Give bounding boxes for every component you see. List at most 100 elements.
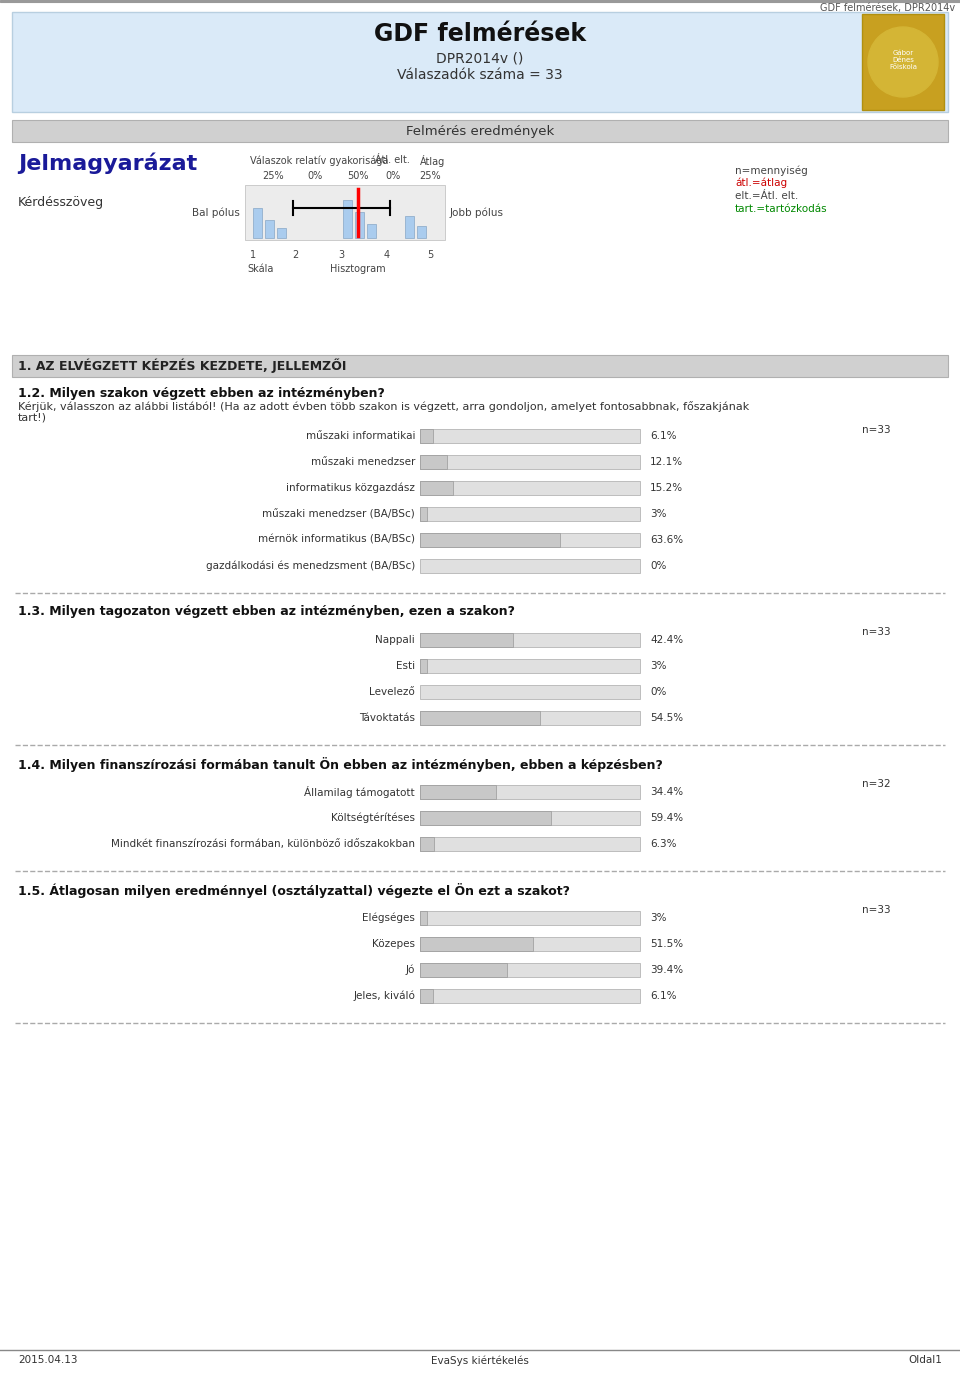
Text: 25%: 25% — [420, 170, 441, 181]
Bar — [420, 456, 446, 470]
Bar — [420, 911, 640, 925]
Text: 1: 1 — [250, 251, 256, 260]
Text: 1.3. Milyen tagozaton végzett ebben az intézményben, ezen a szakon?: 1.3. Milyen tagozaton végzett ebben az i… — [18, 605, 515, 618]
Text: 39.4%: 39.4% — [650, 965, 684, 975]
Text: 0%: 0% — [307, 170, 323, 181]
Bar — [420, 481, 640, 494]
Bar — [420, 963, 507, 976]
Text: 2015.04.13: 2015.04.13 — [18, 1355, 78, 1366]
Bar — [420, 711, 640, 724]
Text: Kérjük, válasszon az alábbi listából! (Ha az adott évben több szakon is végzett,: Kérjük, válasszon az alábbi listából! (H… — [18, 402, 749, 411]
Text: Levelező: Levelező — [370, 687, 415, 697]
Text: 6.3%: 6.3% — [650, 839, 677, 849]
Text: műszaki menedzser (BA/BSc): műszaki menedzser (BA/BSc) — [262, 508, 415, 519]
Bar — [420, 533, 560, 547]
Text: 15.2%: 15.2% — [650, 483, 684, 493]
Text: Elégséges: Elégséges — [362, 913, 415, 924]
Text: 3: 3 — [338, 251, 344, 260]
Text: DPR2014v (): DPR2014v () — [436, 53, 524, 66]
Bar — [420, 456, 640, 470]
Text: 51.5%: 51.5% — [650, 939, 684, 949]
Text: 50%: 50% — [348, 170, 369, 181]
Text: GDF felmérések, DPR2014v: GDF felmérések, DPR2014v — [820, 3, 955, 12]
Bar — [420, 812, 640, 825]
Text: n=33: n=33 — [862, 627, 891, 637]
Bar — [420, 785, 640, 799]
Text: 25%: 25% — [262, 170, 284, 181]
Bar — [420, 429, 640, 443]
Text: 1.4. Milyen finanszírozási formában tanult Ön ebben az intézményben, ebben a kép: 1.4. Milyen finanszírozási formában tanu… — [18, 758, 662, 771]
Text: Bal pólus: Bal pólus — [192, 208, 240, 217]
Text: n=mennyiség: n=mennyiség — [735, 165, 807, 176]
Text: Átl. elt.: Átl. elt. — [375, 155, 410, 165]
Bar — [420, 989, 640, 1003]
Bar — [277, 229, 286, 238]
Text: Kérdésszöveg: Kérdésszöveg — [18, 197, 104, 209]
Text: Oldal1: Oldal1 — [908, 1355, 942, 1366]
Text: 5: 5 — [427, 251, 433, 260]
Bar — [0, 0, 960, 1]
Text: 0%: 0% — [650, 561, 666, 571]
Text: 3%: 3% — [650, 913, 666, 922]
Text: Átlag: Átlag — [420, 155, 445, 168]
Text: mérnök informatikus (BA/BSc): mérnök informatikus (BA/BSc) — [258, 535, 415, 546]
Text: Felmérés eredmények: Felmérés eredmények — [406, 125, 554, 137]
Text: Válaszadók száma = 33: Válaszadók száma = 33 — [397, 68, 563, 82]
Text: 3%: 3% — [650, 661, 666, 670]
Bar — [420, 711, 540, 724]
Text: Skála: Skála — [247, 265, 274, 274]
Bar — [343, 199, 352, 238]
Bar — [420, 659, 640, 673]
Text: EvaSys kiértékelés: EvaSys kiértékelés — [431, 1355, 529, 1366]
Bar — [12, 12, 948, 112]
Text: 1.2. Milyen szakon végzett ebben az intézményben?: 1.2. Milyen szakon végzett ebben az inté… — [18, 386, 385, 400]
Text: 0%: 0% — [650, 687, 666, 697]
Text: Költségtérítéses: Költségtérítéses — [331, 813, 415, 823]
Text: GDF felmérések: GDF felmérések — [374, 22, 586, 46]
Bar — [245, 186, 445, 240]
Text: Esti: Esti — [396, 661, 415, 670]
Bar — [420, 785, 495, 799]
Text: 1.5. Átlagosan milyen eredménnyel (osztályzattal) végezte el Ön ezt a szakot?: 1.5. Átlagosan milyen eredménnyel (osztá… — [18, 884, 570, 897]
Text: Válaszok relatív gyakorisága: Válaszok relatív gyakorisága — [250, 155, 389, 165]
Text: Mindkét finanszírozási formában, különböző időszakokban: Mindkét finanszírozási formában, különbö… — [111, 839, 415, 849]
Text: 4: 4 — [384, 251, 390, 260]
Bar — [420, 989, 433, 1003]
Bar — [265, 220, 274, 238]
Bar — [420, 633, 640, 647]
Bar — [420, 533, 640, 547]
Text: Jobb pólus: Jobb pólus — [450, 208, 504, 217]
Text: gazdálkodási és menedzsment (BA/BSc): gazdálkodási és menedzsment (BA/BSc) — [205, 561, 415, 571]
Text: 59.4%: 59.4% — [650, 813, 684, 823]
Text: Nappali: Nappali — [375, 634, 415, 645]
Text: informatikus közgazdász: informatikus közgazdász — [286, 483, 415, 493]
Bar — [420, 659, 426, 673]
Text: átl.=átlag: átl.=átlag — [735, 179, 787, 188]
Bar — [355, 212, 364, 238]
Text: Hisztogram: Hisztogram — [330, 265, 386, 274]
Bar — [420, 911, 426, 925]
Bar — [420, 837, 434, 850]
Text: tart.=tartózkodás: tart.=tartózkodás — [735, 204, 828, 215]
Text: műszaki menedzser: műszaki menedzser — [311, 457, 415, 467]
Bar — [420, 633, 514, 647]
Bar — [420, 507, 426, 521]
Bar — [862, 14, 944, 109]
Bar — [12, 120, 948, 143]
Bar — [253, 208, 262, 238]
Text: Gábor
Dénes
Főiskola: Gábor Dénes Főiskola — [889, 50, 917, 71]
Text: 63.6%: 63.6% — [650, 535, 684, 546]
Text: n=33: n=33 — [862, 904, 891, 915]
Text: Jeles, kiváló: Jeles, kiváló — [353, 990, 415, 1001]
Bar — [420, 560, 640, 573]
Text: Jelmagyarázat: Jelmagyarázat — [18, 152, 197, 173]
Text: műszaki informatikai: műszaki informatikai — [305, 431, 415, 440]
Bar — [420, 507, 640, 521]
Text: 3%: 3% — [650, 510, 666, 519]
Bar — [12, 355, 948, 377]
Text: 42.4%: 42.4% — [650, 634, 684, 645]
Text: Távoktatás: Távoktatás — [359, 713, 415, 723]
Circle shape — [868, 26, 938, 97]
Text: Közepes: Közepes — [372, 939, 415, 949]
Bar — [420, 481, 453, 494]
